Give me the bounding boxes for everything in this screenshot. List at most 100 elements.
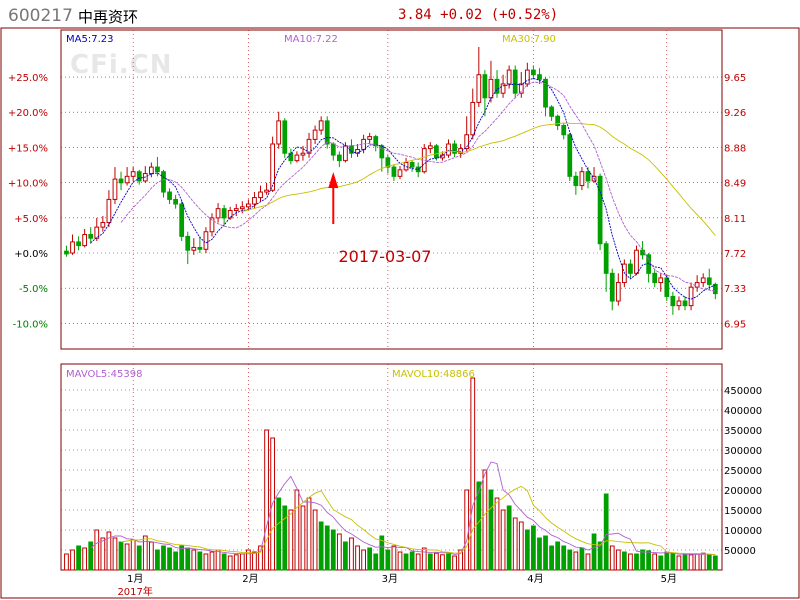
- volume-bar: [361, 549, 366, 571]
- candle-body: [367, 136, 373, 140]
- candle-body: [409, 161, 415, 168]
- volume-tick-label: 250000: [724, 466, 762, 477]
- annotation-arrow-head: [328, 172, 339, 188]
- volume-bar: [543, 535, 548, 571]
- pct-tick-label: -10.0%: [13, 319, 48, 330]
- volume-bar: [276, 497, 282, 571]
- ma10-label: MA10:7.22: [284, 34, 338, 45]
- candle-body: [524, 69, 530, 85]
- mavol10-line: [120, 485, 716, 555]
- candle-body: [282, 120, 288, 154]
- volume-bar: [64, 553, 69, 571]
- watermark-logo: CFi.CN: [70, 50, 173, 80]
- volume-bar: [349, 537, 354, 571]
- candle-body: [239, 206, 245, 210]
- stock-code: 600217: [8, 6, 73, 26]
- mavol10-label: MAVOL10:48866: [392, 369, 475, 380]
- volume-bar: [161, 545, 166, 571]
- candle-body: [82, 234, 88, 247]
- candle-body: [191, 246, 197, 251]
- candle-body: [209, 217, 215, 233]
- volume-bar: [549, 545, 554, 571]
- candle-body: [161, 171, 166, 193]
- candle-body: [276, 120, 282, 145]
- candle-body: [433, 145, 439, 159]
- volume-bar: [446, 553, 451, 571]
- pct-tick-label: +20.0%: [8, 108, 48, 119]
- volume-bar: [421, 547, 427, 571]
- price-tick-label: 9.65: [724, 73, 746, 84]
- candle-body: [233, 208, 239, 212]
- volume-bar: [694, 553, 700, 571]
- candle-body: [555, 115, 561, 127]
- candle-body: [706, 277, 712, 285]
- volume-bar: [712, 555, 718, 571]
- candle-body: [215, 208, 221, 219]
- month-label: 3月: [382, 573, 398, 585]
- candle-body: [682, 300, 688, 307]
- pct-tick-label: +10.0%: [8, 179, 48, 190]
- volume-bar: [112, 537, 118, 571]
- volume-bar: [700, 552, 706, 571]
- volume-tick-label: 300000: [724, 446, 762, 457]
- volume-bar: [312, 509, 318, 571]
- year-label: 2017年: [117, 585, 152, 598]
- volume-bar: [640, 549, 645, 571]
- volume-bar: [209, 551, 215, 571]
- volume-bar: [355, 545, 360, 571]
- pct-tick-label: +15.0%: [8, 143, 48, 154]
- volume-bar: [197, 551, 203, 571]
- candle-body: [155, 166, 160, 173]
- ma30-label: MA30:7.90: [502, 34, 556, 45]
- candle-body: [609, 272, 615, 302]
- volume-bar: [488, 489, 494, 571]
- volume-bar: [124, 543, 130, 571]
- candle-body: [597, 175, 603, 245]
- price-tick-label: 6.95: [724, 319, 746, 330]
- candle-body: [549, 106, 554, 117]
- candle-body: [391, 166, 397, 177]
- month-label: 5月: [661, 573, 677, 585]
- volume-bar: [282, 505, 288, 571]
- volume-bar: [367, 547, 373, 571]
- volume-bar: [215, 549, 221, 571]
- price-tick-label: 7.33: [724, 284, 746, 295]
- volume-bar: [379, 535, 385, 571]
- candle-body: [585, 171, 591, 182]
- volume-bar: [373, 553, 379, 571]
- candle-body: [258, 191, 263, 199]
- candle-body: [488, 78, 494, 99]
- candle-body: [482, 74, 488, 99]
- volume-bar: [252, 551, 257, 571]
- price-change-readout: 3.84 +0.02 (+0.52%): [398, 7, 559, 23]
- volume-bar: [634, 553, 639, 571]
- candle-body: [100, 222, 106, 228]
- volume-bar: [561, 545, 567, 571]
- volume-bar: [427, 553, 433, 571]
- candle-body: [288, 152, 294, 162]
- month-label: 1月: [127, 573, 143, 585]
- volume-bar: [343, 541, 348, 571]
- volume-bar: [336, 533, 342, 571]
- volume-bar: [76, 545, 81, 571]
- candle-body: [64, 250, 69, 255]
- volume-bar: [294, 489, 300, 571]
- candle-body: [88, 234, 94, 239]
- volume-tick-label: 50000: [724, 546, 756, 557]
- candle-body: [464, 134, 470, 150]
- candle-body: [312, 129, 318, 140]
- candle-body: [634, 249, 639, 274]
- volume-bar: [433, 552, 439, 571]
- candle-body: [227, 210, 233, 219]
- volume-bar: [288, 509, 294, 571]
- candle-body: [343, 145, 348, 162]
- volume-bar: [264, 429, 269, 571]
- candle-body: [603, 243, 609, 274]
- volume-bar: [70, 549, 75, 571]
- candle-body: [567, 134, 573, 177]
- candle-body: [118, 178, 124, 184]
- volume-bar: [621, 551, 627, 571]
- candle-body: [179, 203, 185, 237]
- volume-tick-label: 150000: [724, 506, 762, 517]
